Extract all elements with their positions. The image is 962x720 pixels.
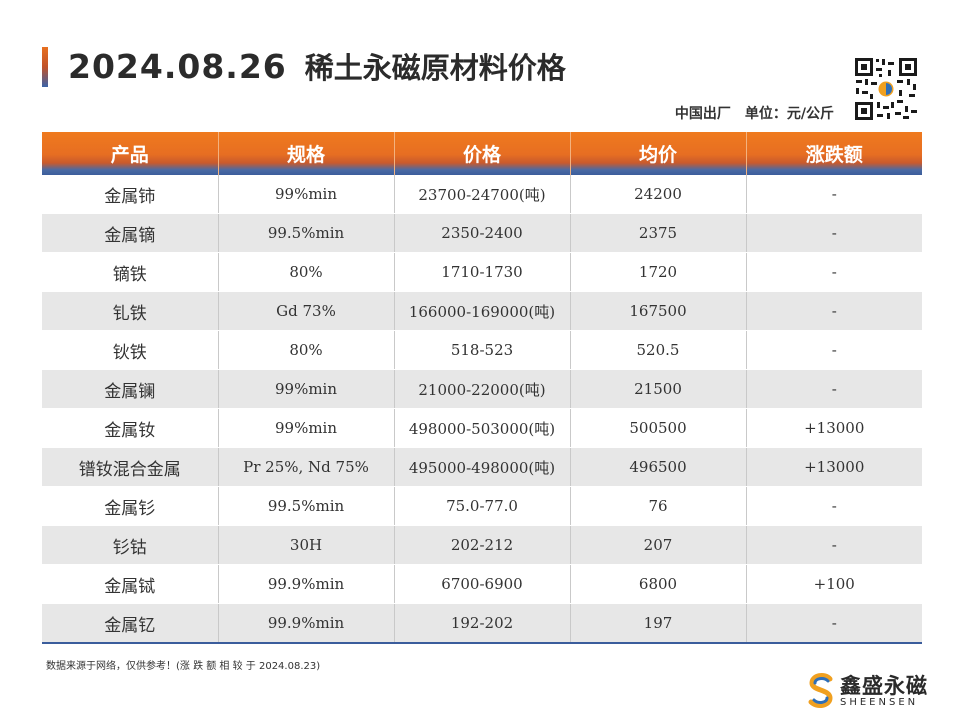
table-row: 金属铽 99.9%min 6700-6900 6800 +100 <box>42 564 922 604</box>
product-cell: 金属钕 <box>42 408 219 448</box>
table-row: 镨钕混合金属 Pr 25%, Nd 75% 495000-498000(吨) 4965… <box>42 447 922 487</box>
change-cell: +13000 <box>746 447 922 487</box>
avg-price-cell: 197 <box>570 603 747 644</box>
spec-cell: 99.9%min <box>218 564 395 604</box>
table-row: 金属镝 99.5%min 2350-2400 2375- <box>42 213 922 253</box>
avg-price-cell: 496500 <box>570 447 747 487</box>
change-cell: - <box>746 330 922 370</box>
title-date: 2024.08.26 <box>68 47 287 86</box>
spec-cell: Pr 25%, Nd 75% <box>218 447 395 487</box>
change-cell: - <box>746 291 922 331</box>
price-cell: 495000-498000(吨) <box>394 447 571 487</box>
price-cell: 23700-24700(吨) <box>394 175 571 214</box>
change-cell: - <box>746 252 922 292</box>
change-cell: - <box>746 369 922 409</box>
product-cell: 金属铽 <box>42 564 219 604</box>
avg-price-cell: 207 <box>570 525 747 565</box>
unit-info: 中国出厂 单位：元/公斤 <box>675 103 834 123</box>
change-cell: +100 <box>746 564 922 604</box>
product-cell: 镨钕混合金属 <box>42 447 219 487</box>
table-row: 金属钐 99.5%min 75.0-77.0 76- <box>42 486 922 526</box>
title-accent-bar <box>42 47 48 87</box>
column-header: 价格 <box>394 132 571 175</box>
product-cell: 钆铁 <box>42 291 219 331</box>
avg-price-cell: 520.5 <box>570 330 747 370</box>
origin-label: 中国出厂 <box>674 106 731 122</box>
change-cell: - <box>746 603 922 644</box>
spec-cell: 99%min <box>218 369 395 409</box>
price-cell: 75.0-77.0 <box>394 486 571 526</box>
price-cell: 192-202 <box>394 603 571 644</box>
column-header: 均价 <box>570 132 747 175</box>
product-cell: 金属钐 <box>42 486 219 526</box>
qr-code-icon <box>853 56 919 122</box>
price-table: 产品 规格 价格 均价 涨跌额 金属铈 99%min 23700-24700(吨) 2… <box>42 132 922 644</box>
spec-cell: 99%min <box>218 408 395 448</box>
column-header: 涨跌额 <box>746 132 922 175</box>
unit-label: 单位：元/公斤 <box>744 106 834 122</box>
avg-price-cell: 24200 <box>570 175 747 214</box>
page-title: 2024.08.26 稀土永磁原材料价格 <box>68 44 566 90</box>
avg-price-cell: 76 <box>570 486 747 526</box>
change-cell: - <box>746 486 922 526</box>
price-cell: 498000-503000(吨) <box>394 408 571 448</box>
table-row: 钐钴 30H 202-212 207- <box>42 525 922 565</box>
avg-price-cell: 500500 <box>570 408 747 448</box>
price-cell: 518-523 <box>394 330 571 370</box>
spec-cell: 99%min <box>218 175 395 214</box>
table-header-row: 产品 规格 价格 均价 涨跌额 <box>42 132 922 175</box>
logo-text-en: SHEENSEN <box>840 697 919 708</box>
product-cell: 金属镧 <box>42 369 219 409</box>
column-header: 产品 <box>42 132 219 175</box>
table-row: 镝铁 80% 1710-1730 1720- <box>42 252 922 292</box>
spec-cell: 99.5%min <box>218 486 395 526</box>
table-row: 金属镧 99%min 21000-22000(吨) 21500- <box>42 369 922 409</box>
price-cell: 1710-1730 <box>394 252 571 292</box>
price-cell: 202-212 <box>394 525 571 565</box>
table-row: 钆铁 Gd 73% 166000-169000(吨) 167500- <box>42 291 922 331</box>
avg-price-cell: 6800 <box>570 564 747 604</box>
spec-cell: Gd 73% <box>218 291 395 331</box>
product-cell: 镝铁 <box>42 252 219 292</box>
change-cell: - <box>746 525 922 565</box>
column-header: 规格 <box>218 132 395 175</box>
spec-cell: 80% <box>218 252 395 292</box>
avg-price-cell: 21500 <box>570 369 747 409</box>
title-text: 稀土永磁原材料价格 <box>304 51 566 85</box>
logo-text-cn: 鑫盛永磁 <box>840 674 928 698</box>
price-cell: 2350-2400 <box>394 213 571 253</box>
change-cell: - <box>746 175 922 214</box>
price-cell: 21000-22000(吨) <box>394 369 571 409</box>
table-row: 金属钇 99.9%min 192-202 197- <box>42 603 922 644</box>
change-cell: - <box>746 213 922 253</box>
product-cell: 钬铁 <box>42 330 219 370</box>
table-row: 钬铁 80% 518-523 520.5- <box>42 330 922 370</box>
product-cell: 钐钴 <box>42 525 219 565</box>
price-cell: 6700-6900 <box>394 564 571 604</box>
table-row: 金属铈 99%min 23700-24700(吨) 24200- <box>42 175 922 214</box>
spec-cell: 30H <box>218 525 395 565</box>
spec-cell: 99.9%min <box>218 603 395 644</box>
source-footnote: 数据来源于网络，仅供参考！(涨 跌 额 相 较 于 2024.08.23) <box>46 661 321 672</box>
spec-cell: 99.5%min <box>218 213 395 253</box>
product-cell: 金属钇 <box>42 603 219 644</box>
company-logo: 鑫盛永磁 SHEENSEN <box>806 670 928 714</box>
avg-price-cell: 2375 <box>570 213 747 253</box>
avg-price-cell: 167500 <box>570 291 747 331</box>
price-cell: 166000-169000(吨) <box>394 291 571 331</box>
table-row: 金属钕 99%min 498000-503000(吨) 500500 +13000 <box>42 408 922 448</box>
spec-cell: 80% <box>218 330 395 370</box>
sheensen-logo-icon <box>808 673 833 708</box>
avg-price-cell: 1720 <box>570 252 747 292</box>
product-cell: 金属镝 <box>42 213 219 253</box>
change-cell: +13000 <box>746 408 922 448</box>
product-cell: 金属铈 <box>42 175 219 214</box>
